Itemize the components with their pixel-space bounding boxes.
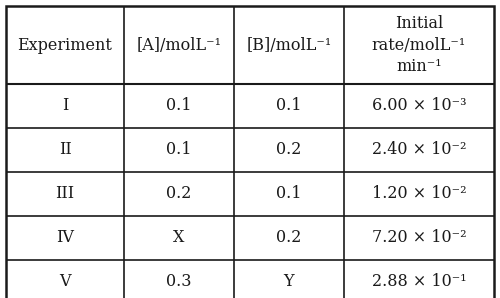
- Text: Initial
rate/molL⁻¹
min⁻¹: Initial rate/molL⁻¹ min⁻¹: [372, 15, 466, 75]
- Text: IV: IV: [56, 229, 74, 246]
- Text: 2.88 × 10⁻¹: 2.88 × 10⁻¹: [372, 274, 466, 291]
- Text: 0.1: 0.1: [166, 97, 192, 114]
- Text: Y: Y: [284, 274, 294, 291]
- Text: 0.2: 0.2: [276, 229, 301, 246]
- Text: 0.3: 0.3: [166, 274, 192, 291]
- Text: 7.20 × 10⁻²: 7.20 × 10⁻²: [372, 229, 466, 246]
- Text: [A]/molL⁻¹: [A]/molL⁻¹: [136, 36, 222, 54]
- Text: [B]/molL⁻¹: [B]/molL⁻¹: [246, 36, 332, 54]
- Text: 2.40 × 10⁻²: 2.40 × 10⁻²: [372, 142, 466, 159]
- Text: V: V: [60, 274, 71, 291]
- Text: II: II: [58, 142, 71, 159]
- Text: I: I: [62, 97, 68, 114]
- Text: 0.1: 0.1: [276, 97, 302, 114]
- Text: X: X: [174, 229, 184, 246]
- Text: Experiment: Experiment: [18, 36, 112, 54]
- Text: 0.1: 0.1: [166, 142, 192, 159]
- Text: 0.2: 0.2: [166, 185, 192, 203]
- Text: 0.2: 0.2: [276, 142, 301, 159]
- Text: III: III: [56, 185, 74, 203]
- Text: 1.20 × 10⁻²: 1.20 × 10⁻²: [372, 185, 466, 203]
- Text: 0.1: 0.1: [276, 185, 302, 203]
- Text: 6.00 × 10⁻³: 6.00 × 10⁻³: [372, 97, 466, 114]
